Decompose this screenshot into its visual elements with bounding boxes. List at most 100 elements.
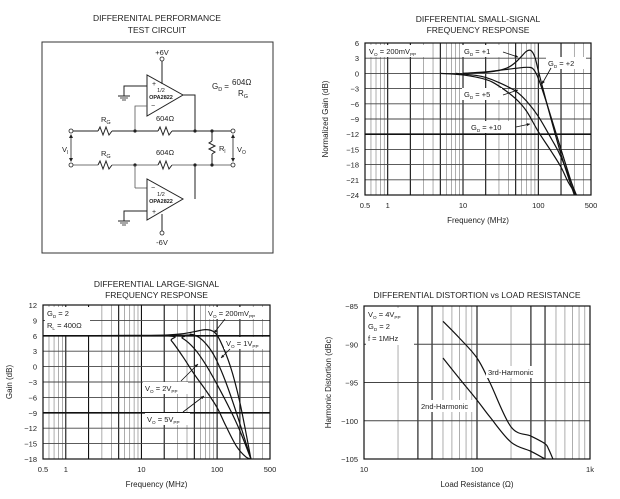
y-tick-label: 9 xyxy=(33,316,37,325)
x-tick-label: 1 xyxy=(64,465,68,474)
label-part: O xyxy=(374,52,378,57)
label-part: G xyxy=(368,322,374,331)
label-part: O xyxy=(373,315,377,320)
gain-formula: GD = 604Ω RG xyxy=(212,78,251,100)
label-part: = 4V xyxy=(377,310,395,319)
y-axis-label: Normalized Gain (dB) xyxy=(321,80,330,157)
vneg-terminal xyxy=(159,230,165,236)
label-part: V xyxy=(208,309,213,318)
y-tick-label: −9 xyxy=(350,115,359,124)
label-background xyxy=(546,57,586,69)
label-background xyxy=(145,413,190,425)
resistor-rf-bottom xyxy=(157,159,173,171)
series-line-0 xyxy=(442,320,554,460)
y-tick-label: 6 xyxy=(355,39,359,48)
label-part: = 200mV xyxy=(217,309,249,318)
vpos-label: +6V xyxy=(155,48,169,57)
resistor-rl xyxy=(207,140,217,155)
series-line-1 xyxy=(442,357,546,460)
label-part: V xyxy=(369,47,374,56)
y-axis-label: Gain (dB) xyxy=(5,365,14,400)
plot-frame xyxy=(42,304,271,460)
x-tick-label: 10 xyxy=(360,465,368,474)
opamp-bottom-half: 1/2 xyxy=(157,192,165,198)
distortion-chart: DIFFERENTIAL DISTORTION vs LOAD RESISTAN… xyxy=(324,290,594,489)
annotation-arrowhead xyxy=(514,89,518,93)
label-part: R xyxy=(47,321,53,330)
series-line-1 xyxy=(462,66,576,196)
y-tick-label: −105 xyxy=(341,455,358,464)
grid xyxy=(365,43,591,195)
series-label-gd2: GD = +2 xyxy=(548,59,574,69)
condition-box xyxy=(45,307,90,335)
x-tick-label: 10 xyxy=(137,465,145,474)
label-part: PP xyxy=(249,314,255,319)
annotation-arrowhead xyxy=(200,396,204,400)
opamp-top-part: OPA2822 xyxy=(149,95,173,101)
series-line-2 xyxy=(455,72,577,196)
resistor-rg-bottom xyxy=(97,159,113,171)
svg-text:RG: RG xyxy=(101,149,111,160)
svg-text:RG: RG xyxy=(101,115,111,126)
label-part: = +1 xyxy=(473,47,490,56)
label-part: V xyxy=(147,415,152,424)
y-tick-label: 3 xyxy=(355,54,359,63)
y-tick-label: −95 xyxy=(345,379,358,388)
series-label-5v: VO = 5VPP xyxy=(147,415,180,425)
series-label-200mv: VO = 200mVPP xyxy=(208,309,255,319)
condition-label-gd: GD = 2 xyxy=(368,322,390,332)
x-axis-label: Frequency (MHz) xyxy=(447,216,509,225)
y-tick-label: −3 xyxy=(28,378,37,387)
label-part: = 5V xyxy=(156,415,174,424)
chart-subtitle: FREQUENCY RESPONSE xyxy=(105,290,208,300)
label-part: PP xyxy=(173,420,179,425)
vi-terminal-top xyxy=(68,128,74,134)
label-part: = +2 xyxy=(557,59,574,68)
gain-numerator: 604Ω xyxy=(232,78,251,87)
label-part: PP xyxy=(394,315,400,320)
series-line-3 xyxy=(42,334,252,460)
resistor-rf-top xyxy=(157,125,173,137)
condition-label: VO = 200mVPP xyxy=(369,47,416,57)
y-tick-label: −15 xyxy=(346,145,359,154)
condition-label-rl: RL = 400Ω xyxy=(47,321,82,331)
x-tick-label: 1 xyxy=(386,201,390,210)
vo-terminal-bottom xyxy=(230,162,236,168)
y-tick-label: −15 xyxy=(24,440,37,449)
condition-box xyxy=(367,45,431,57)
test-circuit-panel: DIFFERENITAL PERFORMANCE TEST CIRCUIT + … xyxy=(41,13,274,254)
x-tick-label: 0.5 xyxy=(360,201,370,210)
circuit-title-line1: DIFFERENITAL PERFORMANCE xyxy=(93,13,221,23)
opamp-bottom: − + 1/2 OPA2822 -6V xyxy=(118,165,196,247)
condition-box xyxy=(366,308,414,345)
y-tick-label: 6 xyxy=(33,332,37,341)
label-part: L xyxy=(52,326,55,331)
svg-text:VI: VI xyxy=(62,145,68,156)
x-tick-label: 100 xyxy=(211,465,224,474)
resistor-rg-top xyxy=(97,125,113,137)
y-tick-label: −24 xyxy=(346,191,359,200)
label-part: PP xyxy=(410,52,416,57)
label-part: D xyxy=(554,64,558,69)
label-part: G xyxy=(464,90,470,99)
y-tick-label: −18 xyxy=(346,161,359,170)
series-label-2nd-harmonic: 2nd-Harmonic xyxy=(421,402,468,411)
label-part: V xyxy=(368,310,373,319)
ground-icon xyxy=(118,95,130,101)
label-part: V xyxy=(145,384,150,393)
circuit-frame xyxy=(41,41,274,254)
vi-terminal-bottom xyxy=(68,162,74,168)
opamp-top-plus: + xyxy=(152,81,156,88)
y-tick-label: −12 xyxy=(346,130,359,139)
y-tick-label: 0 xyxy=(33,363,37,372)
series-line-0 xyxy=(42,329,252,460)
svg-text:GD=: GD = xyxy=(212,82,229,93)
vo-terminal-top xyxy=(230,128,236,134)
y-axis-label: Harmonic Distortion (dBc) xyxy=(324,336,333,428)
plot-frame xyxy=(363,305,591,460)
label-part: G xyxy=(464,47,470,56)
label-part: O xyxy=(152,420,156,425)
y-tick-label: −90 xyxy=(345,340,358,349)
label-part: D xyxy=(470,52,474,57)
